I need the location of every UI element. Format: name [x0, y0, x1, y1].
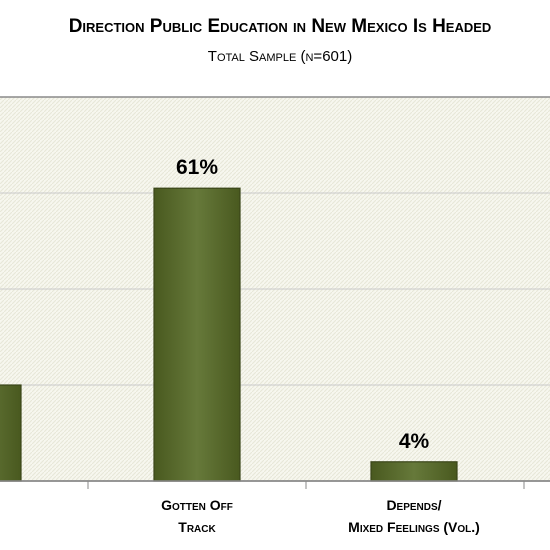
bar: [153, 187, 241, 482]
tick-label: Depends/: [386, 497, 441, 513]
data-label: 61%: [176, 156, 218, 179]
chart-title: Direction Public Education in New Mexico…: [68, 16, 492, 37]
data-label: 4%: [399, 430, 430, 453]
tick-label: Mixed Feelings (Vol.): [348, 519, 480, 535]
bar: [0, 384, 22, 482]
tick-label: Track: [178, 519, 216, 535]
grid-lines: [0, 192, 550, 386]
chart-subtitle: Total Sample (n=601): [207, 48, 353, 65]
bars: %61%4%: [0, 156, 458, 482]
bar: [370, 461, 458, 482]
tick-label: Gotten Off: [161, 497, 233, 513]
